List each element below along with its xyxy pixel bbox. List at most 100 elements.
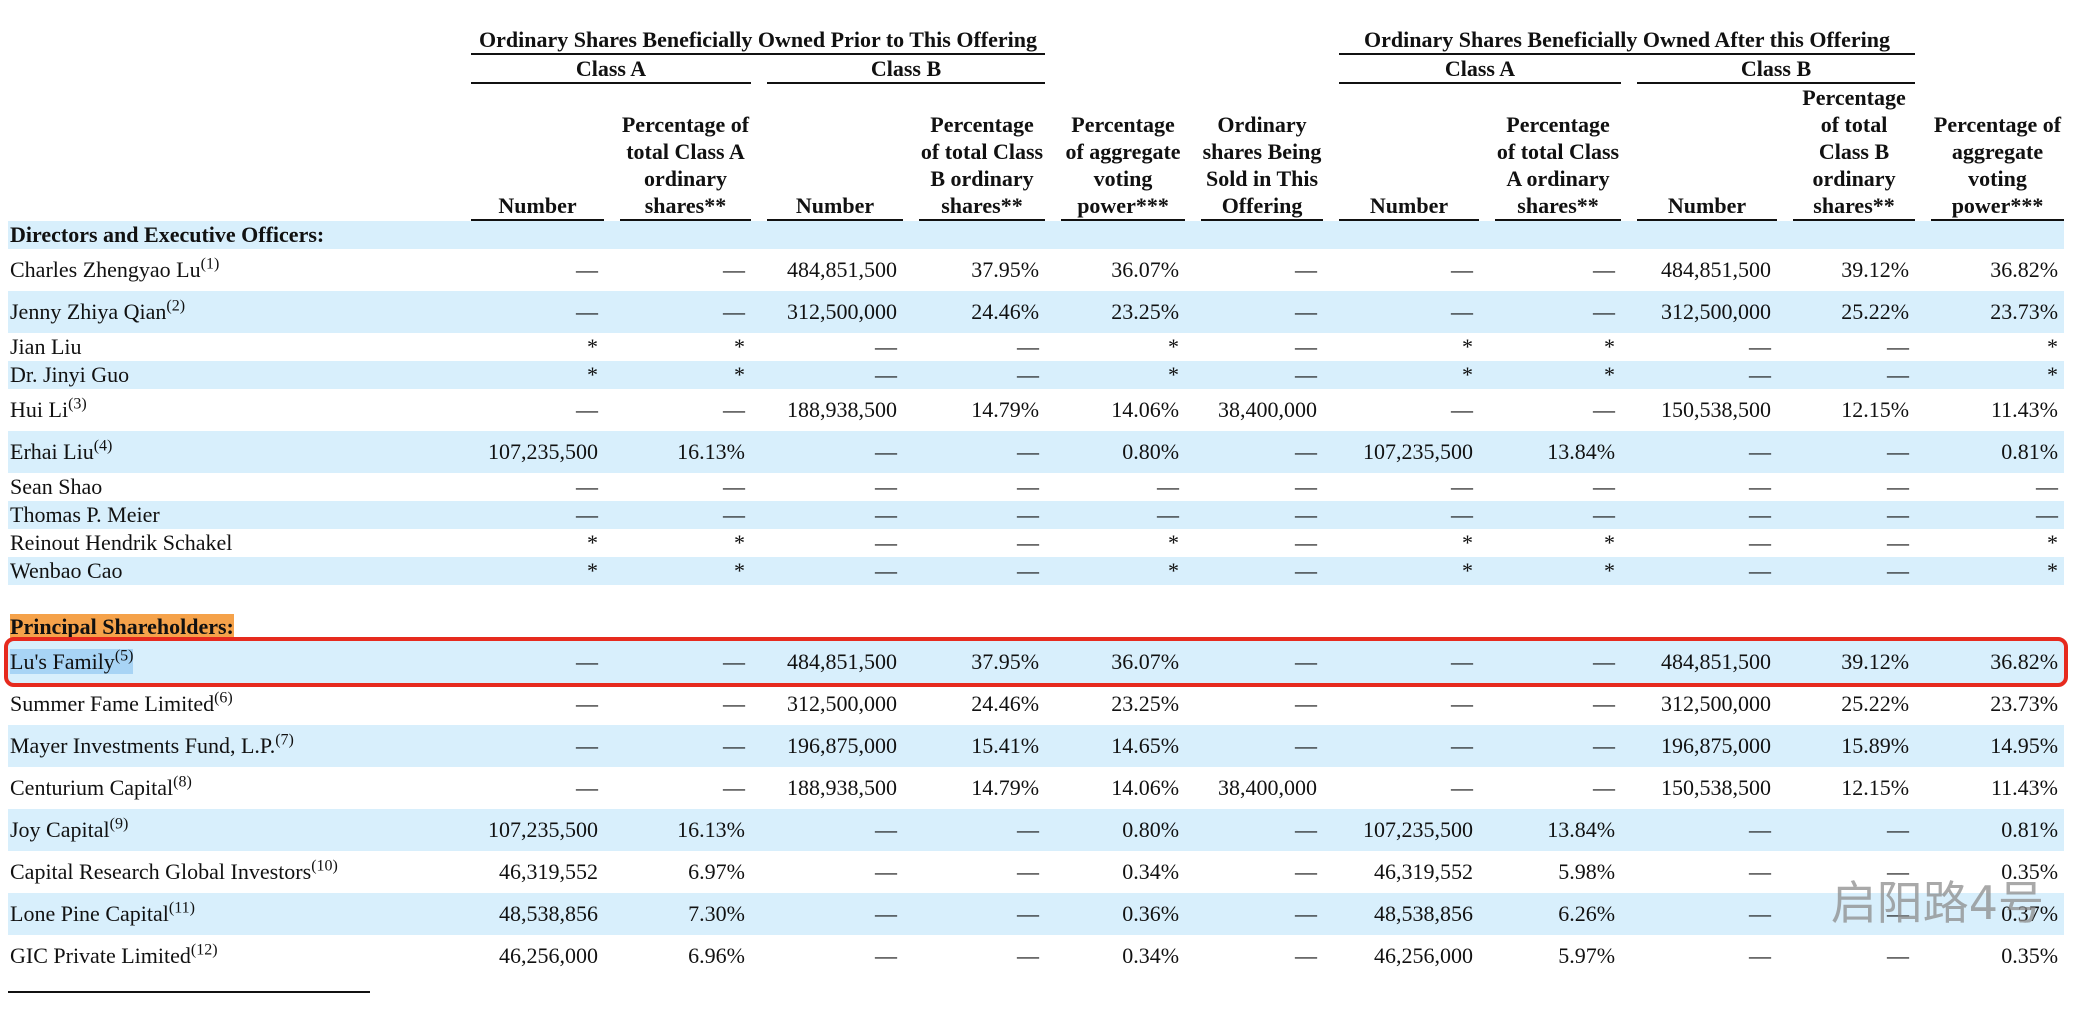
- value-cell: —: [455, 725, 604, 767]
- name-cell: Sean Shao: [8, 473, 455, 501]
- value-cell: —: [751, 361, 903, 389]
- value-cell: —: [751, 431, 903, 473]
- value-cell: 0.81%: [1915, 809, 2065, 851]
- value-cell: 14.79%: [971, 775, 1040, 800]
- value-cell: 23.25%: [1045, 291, 1186, 333]
- holder-name: Capital Research Global Investors: [10, 859, 312, 884]
- holder: Erhai Liu(4): [10, 438, 112, 464]
- value-cell: —: [875, 474, 897, 499]
- section-row: Directors and Executive Officers:: [8, 221, 2065, 249]
- value-cell: —: [723, 257, 745, 282]
- value-cell: —: [1295, 859, 1318, 884]
- value-cell: —: [723, 474, 745, 499]
- value-cell: 6.97%: [688, 859, 745, 884]
- section-row: Principal Shareholders:: [8, 613, 2064, 641]
- value-cell: 107,235,500: [455, 431, 604, 473]
- value-cell: —: [1621, 431, 1778, 473]
- value-cell: 5.97%: [1558, 943, 1616, 968]
- holder: Lone Pine Capital(11): [10, 900, 195, 926]
- holder-name: Hui Li: [10, 397, 69, 422]
- value-cell: —: [1749, 334, 1772, 359]
- holder: Capital Research Global Investors(10): [10, 858, 338, 884]
- column-label: Percentage of aggregate voting power***: [1061, 111, 1186, 221]
- value-cell: —: [1017, 859, 1040, 884]
- holder: Jian Liu: [10, 334, 82, 359]
- value-cell: 23.73%: [1915, 291, 2065, 333]
- data-row: Mayer Investments Fund, L.P.(7) — —196,875…: [8, 725, 2065, 767]
- value-cell: 36.82%: [1915, 641, 2065, 683]
- value-cell: 14.95%: [1915, 725, 2065, 767]
- holder-name: Sean Shao: [10, 474, 103, 499]
- value-cell: —: [1777, 501, 1916, 529]
- value-cell: 39.12%: [1777, 641, 1916, 683]
- value-cell: *: [1604, 530, 1616, 555]
- value-cell: —: [1621, 501, 1778, 529]
- value-cell: *: [2047, 530, 2059, 555]
- value-cell: 0.80%: [1045, 809, 1186, 851]
- column-label: Percentage of total Class A ordinary sha…: [620, 111, 751, 221]
- value-cell: —: [751, 809, 903, 851]
- header-blank: [1045, 26, 1185, 55]
- holder: Jenny Zhiya Qian(2): [10, 298, 185, 324]
- value-cell: —: [723, 691, 745, 716]
- value-cell: 14.06%: [1111, 775, 1180, 800]
- value-cell: 13.84%: [1479, 809, 1622, 851]
- column-header: Number: [1323, 84, 1480, 221]
- value-cell: —: [1295, 334, 1318, 359]
- value-cell: —: [1749, 859, 1772, 884]
- value-cell: —: [903, 809, 1046, 851]
- column-header: Percentage of aggregate voting power***: [1045, 84, 1186, 221]
- name-cell: Lone Pine Capital(11): [8, 893, 455, 935]
- holder-name: Reinout Hendrik Schakel: [10, 530, 233, 555]
- holder: Dr. Jinyi Guo: [10, 362, 129, 387]
- name-cell: Hui Li(3): [8, 389, 455, 431]
- value-cell: *: [1168, 334, 1180, 359]
- class-header: Class B: [1621, 55, 1916, 84]
- value-cell: 188,938,500: [787, 397, 897, 422]
- value-cell: 150,538,500: [1661, 397, 1772, 422]
- column-header: Percentage of aggregate voting power***: [1915, 84, 2065, 221]
- header-blank: [1185, 26, 1323, 55]
- value-cell: 484,851,500: [787, 257, 897, 282]
- value-cell: —: [1451, 474, 1474, 499]
- header-blank: [8, 84, 455, 221]
- value-cell: —: [1621, 893, 1778, 935]
- value-cell: 36.07%: [1045, 641, 1186, 683]
- value-cell: —: [604, 641, 751, 683]
- value-cell: —: [1017, 530, 1040, 555]
- holder: Mayer Investments Fund, L.P.(7): [10, 732, 294, 758]
- holder: Hui Li(3): [10, 396, 87, 422]
- footnote-ref: (1): [200, 255, 220, 273]
- group-header: Ordinary Shares Beneficially Owned After…: [1323, 26, 1916, 55]
- value-cell: 107,235,500: [1323, 809, 1480, 851]
- value-cell: 15.41%: [903, 725, 1046, 767]
- value-cell: —: [576, 691, 598, 716]
- holder-name: Mayer Investments Fund, L.P.: [10, 733, 276, 758]
- value-cell: 39.12%: [1841, 257, 1910, 282]
- value-cell: —: [1185, 809, 1324, 851]
- holder-name: Erhai Liu: [10, 439, 94, 464]
- data-row: Sean Shao — — — — — — — — — — —: [8, 473, 2064, 501]
- value-cell: 16.13%: [604, 809, 751, 851]
- data-row: Lu's Family(5) — —484,851,500 37.95% 36.07% —…: [8, 641, 2065, 683]
- value-cell: 6.96%: [688, 943, 745, 968]
- value-cell: —: [903, 893, 1046, 935]
- value-cell: —: [604, 501, 751, 529]
- value-cell: *: [1462, 334, 1474, 359]
- value-cell: 36.82%: [1990, 257, 2059, 282]
- value-cell: —: [723, 775, 745, 800]
- value-cell: —: [1451, 257, 1474, 282]
- column-label: Percentage of total Class B ordinary sha…: [919, 111, 1046, 221]
- value-cell: —: [1157, 474, 1180, 499]
- column-header: Percentage of total Class A ordinary sha…: [1479, 84, 1622, 221]
- name-cell: Charles Zhengyao Lu(1): [8, 249, 455, 291]
- value-cell: —: [1185, 501, 1324, 529]
- value-cell: —: [1185, 641, 1324, 683]
- value-cell: 37.95%: [971, 257, 1040, 282]
- header-blank: [8, 55, 455, 84]
- holder-name: Lu's Family: [10, 649, 115, 674]
- value-cell: —: [903, 431, 1046, 473]
- value-cell: 16.13%: [604, 431, 751, 473]
- group-header: Ordinary Shares Beneficially Owned Prior…: [455, 26, 1046, 55]
- value-cell: 484,851,500: [1661, 257, 1772, 282]
